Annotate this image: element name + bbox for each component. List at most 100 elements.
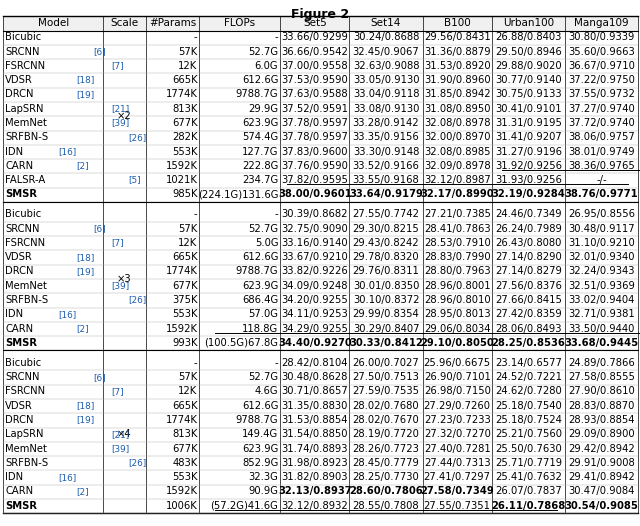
Text: 25.71/0.7719: 25.71/0.7719 [495,458,562,468]
Text: 37.27/0.9740: 37.27/0.9740 [568,104,635,114]
Text: 36.66/0.9542: 36.66/0.9542 [282,46,348,56]
Text: 12K: 12K [179,387,198,397]
Text: 985K: 985K [172,189,198,199]
Text: 677K: 677K [172,281,198,291]
Text: 29.10/0.8050: 29.10/0.8050 [420,338,494,348]
Text: 612.6G: 612.6G [242,75,278,85]
Text: [2]: [2] [76,324,88,333]
Text: [21]: [21] [111,430,129,439]
Text: Model: Model [38,18,69,28]
Text: CARN: CARN [5,487,33,497]
Text: 37.72/0.9740: 37.72/0.9740 [568,118,635,128]
Text: 33.30/0.9148: 33.30/0.9148 [353,147,419,157]
Text: FSRCNN: FSRCNN [5,387,45,397]
Text: 31.85/0.8942: 31.85/0.8942 [424,89,490,99]
Text: 25.96/0.6675: 25.96/0.6675 [424,358,491,368]
Text: 26.95/0.8556: 26.95/0.8556 [568,209,635,219]
Text: Set14: Set14 [371,18,401,28]
Text: 6.0G: 6.0G [255,61,278,71]
Text: 26.98/0.7150: 26.98/0.7150 [424,387,491,397]
Text: VDSR: VDSR [5,75,33,85]
Text: [21]: [21] [111,104,129,113]
Text: 31.10/0.9210: 31.10/0.9210 [568,238,635,248]
Text: 282K: 282K [172,132,198,142]
Text: 57K: 57K [179,372,198,382]
Text: [39]: [39] [111,118,129,127]
Text: 31.36/0.8879: 31.36/0.8879 [424,46,490,56]
Text: -: - [275,209,278,219]
Text: 813K: 813K [172,429,198,439]
Text: 25.18/0.7540: 25.18/0.7540 [495,401,562,411]
Text: 33.66/0.9299: 33.66/0.9299 [282,32,348,42]
Text: [18]: [18] [76,401,94,410]
Text: 30.77/0.9140: 30.77/0.9140 [495,75,562,85]
Text: DRCN: DRCN [5,89,34,99]
Text: 90.9G: 90.9G [248,487,278,497]
Text: 31.98/0.8923: 31.98/0.8923 [282,458,348,468]
Text: [7]: [7] [111,387,124,396]
Text: 32.00/0.8970: 32.00/0.8970 [424,132,490,142]
Text: 612.6G: 612.6G [242,401,278,411]
Text: 37.82/0.9595: 37.82/0.9595 [282,175,348,185]
Text: 52.7G: 52.7G [248,46,278,56]
Text: FALSR-A: FALSR-A [5,175,45,185]
Text: 30.24/0.8688: 30.24/0.8688 [353,32,419,42]
Text: 28.96/0.8010: 28.96/0.8010 [424,295,490,305]
Text: 1774K: 1774K [166,415,198,425]
Text: 28.80/0.7963: 28.80/0.7963 [424,267,490,277]
Text: [6]: [6] [93,47,106,56]
Text: (224.1G)131.6G: (224.1G)131.6G [198,189,278,199]
Text: 26.43/0.8080: 26.43/0.8080 [495,238,562,248]
Text: 32.09/0.8978: 32.09/0.8978 [424,161,490,171]
Text: IDN: IDN [5,309,23,319]
Text: 31.53/0.8920: 31.53/0.8920 [424,61,490,71]
Text: 33.04/0.9118: 33.04/0.9118 [353,89,419,99]
Text: 28.95/0.8013: 28.95/0.8013 [424,309,490,319]
Text: 30.41/0.9101: 30.41/0.9101 [495,104,562,114]
Text: -: - [194,32,198,42]
Text: 1592K: 1592K [166,161,198,171]
Text: MemNet: MemNet [5,281,47,291]
Text: 28.83/0.8870: 28.83/0.8870 [568,401,635,411]
Text: 34.40/0.9270: 34.40/0.9270 [278,338,352,348]
Text: 553K: 553K [172,147,198,157]
Text: 28.60/0.7806: 28.60/0.7806 [349,487,423,497]
Text: 623.9G: 623.9G [242,443,278,453]
Text: [16]: [16] [58,473,77,482]
Text: [39]: [39] [111,444,129,453]
Text: 32.75/0.9090: 32.75/0.9090 [282,224,348,234]
Text: 32.24/0.9343: 32.24/0.9343 [568,267,635,277]
Text: LapSRN: LapSRN [5,429,44,439]
Text: 553K: 553K [172,472,198,482]
Text: DRCN: DRCN [5,267,34,277]
Text: 1592K: 1592K [166,487,198,497]
Text: 28.93/0.8854: 28.93/0.8854 [568,415,635,425]
Text: 38.76/0.9771: 38.76/0.9771 [564,189,639,199]
Text: 37.78/0.9597: 37.78/0.9597 [282,132,348,142]
Text: 29.30/0.8215: 29.30/0.8215 [353,224,419,234]
Text: 28.19/0.7720: 28.19/0.7720 [353,429,419,439]
Text: 30.80/0.9339: 30.80/0.9339 [568,32,635,42]
Text: 27.90/0.8610: 27.90/0.8610 [568,387,635,397]
Text: 1006K: 1006K [166,501,198,511]
Text: 30.75/0.9133: 30.75/0.9133 [495,89,562,99]
Text: 27.40/0.7281: 27.40/0.7281 [424,443,491,453]
Text: Figure 2: Figure 2 [291,8,349,21]
Text: 29.41/0.8942: 29.41/0.8942 [568,472,635,482]
Text: 234.7G: 234.7G [242,175,278,185]
Text: 37.83/0.9600: 37.83/0.9600 [282,147,348,157]
Text: 30.33/0.8412: 30.33/0.8412 [349,338,423,348]
Text: 574.4G: 574.4G [242,132,278,142]
Text: 32.17/0.8990: 32.17/0.8990 [420,189,494,199]
Text: 677K: 677K [172,443,198,453]
Text: 29.09/0.8900: 29.09/0.8900 [568,429,635,439]
Text: 27.50/0.7513: 27.50/0.7513 [353,372,419,382]
Text: SMSR: SMSR [5,501,37,511]
Text: 27.14/0.8290: 27.14/0.8290 [495,252,562,262]
Text: 24.62/0.7280: 24.62/0.7280 [495,387,562,397]
Text: 32.12/0.8932: 32.12/0.8932 [282,501,348,511]
Text: 27.55/0.7742: 27.55/0.7742 [353,209,420,219]
Text: SRFBN-S: SRFBN-S [5,132,48,142]
Text: 24.89/0.7866: 24.89/0.7866 [568,358,635,368]
Text: 31.35/0.8830: 31.35/0.8830 [282,401,348,411]
